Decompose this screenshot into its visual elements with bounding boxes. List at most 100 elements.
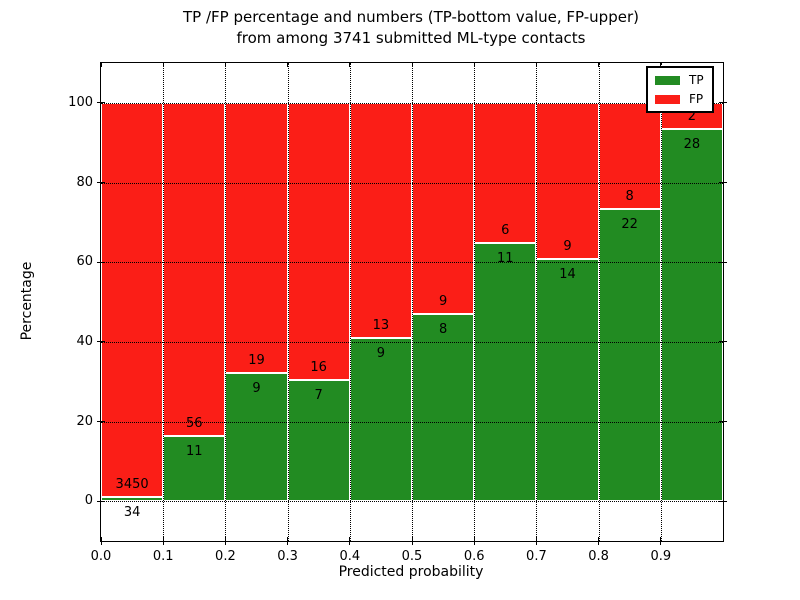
gridline-vertical — [412, 63, 413, 541]
x-tick-top — [660, 63, 662, 67]
x-tick-bottom — [224, 537, 226, 545]
fp-bar-segment — [101, 102, 164, 498]
x-tick-top — [411, 63, 413, 67]
x-tick-label: 0.2 — [215, 549, 236, 564]
legend-label-fp: FP — [689, 92, 704, 106]
x-tick-label: 0.8 — [588, 549, 609, 564]
tp-bar-segment — [349, 338, 412, 502]
y-tick-right — [719, 102, 727, 104]
fp-count-label: 19 — [248, 353, 265, 369]
tp-count-label: 9 — [376, 346, 386, 362]
tp-bar-segment — [412, 313, 475, 502]
tp-bar-segment — [598, 209, 661, 502]
x-tick-bottom — [100, 537, 102, 545]
tp-count-label: 34 — [123, 505, 141, 521]
y-tick-left — [97, 421, 105, 422]
fp-count-label: 13 — [372, 318, 390, 334]
fp-count-label: 6 — [501, 223, 510, 239]
x-tick-top — [224, 63, 226, 67]
y-tick-right — [719, 261, 727, 263]
y-tick-label: 60 — [76, 254, 93, 270]
legend-label-tp: TP — [689, 73, 704, 87]
fp-bar-segment — [412, 102, 475, 314]
fp-count-label: 8 — [625, 189, 634, 205]
gridline-vertical — [536, 63, 538, 541]
tp-bar-segment — [101, 497, 164, 502]
x-tick-bottom — [162, 537, 164, 545]
x-tick-top — [287, 63, 289, 67]
chart-title-line2: from among 3741 submitted ML-type contac… — [236, 29, 586, 47]
x-tick-label: 0.1 — [152, 549, 174, 564]
x-tick-top — [100, 63, 102, 67]
fp-count-label: 9 — [563, 238, 572, 254]
tp-bar-segment — [660, 129, 723, 502]
x-tick-bottom — [411, 537, 413, 545]
gridline-vertical — [287, 63, 289, 541]
y-tick-left — [97, 102, 105, 104]
legend-item-tp: TP — [655, 74, 705, 86]
tp-count-label: 22 — [621, 217, 638, 233]
y-tick-label: 20 — [76, 413, 93, 429]
tp-count-label: 7 — [314, 387, 323, 403]
y-tick-label: 80 — [76, 174, 93, 190]
x-tick-label: 0.0 — [90, 549, 112, 564]
x-tick-bottom — [598, 537, 600, 545]
gridline-vertical — [598, 63, 600, 541]
x-tick-top — [598, 63, 600, 67]
fp-count-label: 2 — [687, 109, 697, 125]
x-tick-bottom — [349, 537, 351, 545]
y-tick-left — [97, 500, 105, 502]
y-tick-label: 0 — [84, 493, 93, 509]
y-tick-label: 100 — [68, 94, 93, 110]
fp-count-label: 56 — [186, 415, 203, 431]
gridline-vertical — [349, 63, 351, 541]
y-tick-right — [719, 500, 727, 502]
chart-title-line1: TP /FP percentage and numbers (TP-bottom… — [183, 8, 639, 26]
x-tick-bottom — [660, 537, 662, 545]
fp-count-label: 9 — [438, 293, 448, 309]
tp-count-label: 14 — [559, 266, 576, 282]
x-tick-top — [535, 63, 537, 67]
y-tick-right — [719, 182, 727, 183]
y-tick-right — [719, 421, 727, 422]
x-tick-label: 0.7 — [526, 549, 547, 564]
tp-bar-segment — [163, 435, 226, 502]
x-tick-label: 0.3 — [277, 549, 298, 564]
x-tick-bottom — [535, 537, 537, 545]
legend-swatch-fp — [655, 94, 680, 104]
x-axis-label: Predicted probability — [338, 564, 484, 580]
fp-bar-segment — [163, 102, 226, 436]
legend-item-fp: FP — [655, 93, 705, 105]
x-tick-top — [473, 63, 475, 67]
fp-bar-segment — [225, 102, 288, 374]
gridline-vertical — [474, 63, 476, 541]
y-tick-left — [97, 182, 105, 183]
gridline-vertical — [163, 63, 165, 541]
fp-bar-segment — [349, 102, 412, 339]
fp-bar-segment — [287, 102, 350, 380]
x-tick-top — [162, 63, 164, 67]
chart-title: TP /FP percentage and numbers (TP-bottom… — [100, 7, 722, 49]
x-tick-label: 0.9 — [650, 549, 672, 564]
y-tick-right — [719, 341, 727, 343]
fp-bar-segment — [536, 102, 599, 259]
x-tick-bottom — [473, 537, 475, 545]
y-tick-label: 40 — [76, 333, 93, 349]
tp-count-label: 11 — [186, 443, 203, 459]
fp-bar-segment — [474, 102, 537, 244]
y-axis-label: Percentage — [19, 261, 35, 341]
tp-bar-segment — [287, 379, 350, 502]
y-tick-left — [97, 261, 105, 263]
tp-count-label: 11 — [497, 251, 514, 267]
fp-count-label: 16 — [310, 359, 327, 375]
y-tick-left — [97, 341, 105, 343]
tp-count-label: 8 — [438, 321, 448, 337]
gridline-vertical — [225, 63, 227, 541]
plot-area: 3450 34 56 11 19 9 16 7 13 9 9 8 6 11 9 14 8 22 2 28 0 20 40 60… — [68, 62, 727, 564]
fp-count-label: 3450 — [115, 477, 149, 493]
gridline-vertical — [660, 63, 662, 541]
x-tick-label: 0.4 — [339, 549, 361, 564]
legend: TP FP — [646, 66, 714, 113]
x-tick-bottom — [287, 537, 289, 545]
